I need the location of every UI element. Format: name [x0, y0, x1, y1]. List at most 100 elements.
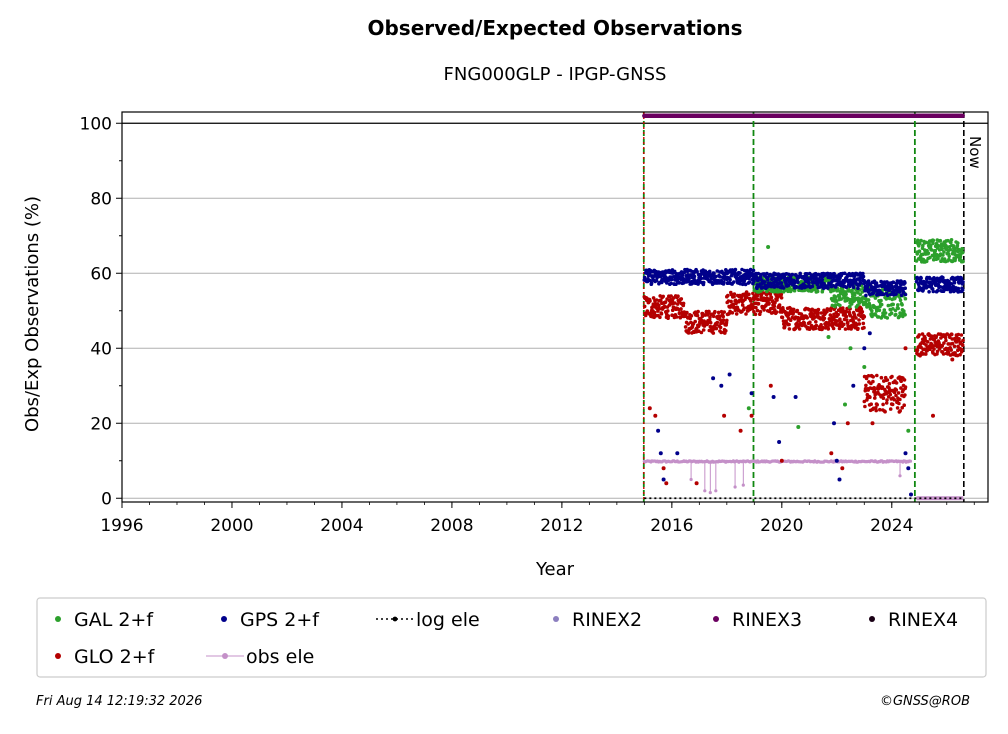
gal-point [844, 292, 848, 297]
gps-point [882, 292, 886, 297]
glo-point [874, 408, 878, 413]
plot-frame [121, 111, 989, 503]
glo-point [707, 318, 712, 322]
glo-point [705, 321, 710, 326]
glo-point [892, 390, 897, 395]
gps-point [959, 277, 964, 281]
glo-point [943, 335, 948, 340]
glo-point [826, 327, 831, 331]
glo-point [880, 385, 885, 389]
glo-point [749, 299, 753, 303]
gal-point [877, 308, 882, 313]
gps-point [903, 286, 907, 291]
glo-point [642, 304, 647, 309]
glo-point [881, 396, 886, 401]
gal-point [918, 241, 922, 245]
gal-point [916, 238, 920, 243]
gal-point [933, 248, 938, 253]
glo-point [666, 314, 671, 318]
gps-point [729, 273, 734, 278]
glo-point [950, 332, 954, 337]
gps-point [903, 281, 907, 285]
glo-point [791, 310, 796, 315]
glo-point [888, 407, 893, 411]
gps-point [675, 451, 680, 456]
glo-point [934, 334, 939, 339]
gps-point [658, 451, 663, 456]
legend-item: log ele [376, 609, 480, 631]
gps-point [781, 286, 786, 290]
glo-point [674, 315, 679, 319]
gps-point [861, 274, 866, 279]
glo-point [767, 301, 771, 306]
glo-point [718, 325, 723, 330]
glo-point [878, 407, 882, 412]
glo-point [952, 344, 957, 349]
glo-point [862, 325, 866, 330]
obs-ele-point [689, 477, 693, 482]
gps-point [851, 383, 856, 388]
gps-point [956, 286, 961, 291]
gps-point [793, 395, 798, 399]
gal-point [885, 316, 890, 320]
gal-point [961, 259, 965, 264]
gps-point [810, 284, 815, 289]
glo-point [844, 309, 848, 314]
obs-ele-point [898, 474, 902, 478]
gps-point [919, 276, 923, 281]
gps-point [927, 290, 931, 294]
gps-point [815, 281, 820, 285]
obs-ele-point [733, 485, 737, 489]
gps-point [748, 274, 752, 279]
glo-point [959, 333, 964, 337]
gal-point [832, 288, 836, 292]
gps-point [711, 376, 716, 381]
glo-point [772, 304, 777, 309]
glo-point [707, 309, 711, 314]
glo-point [899, 379, 903, 384]
gal-point [891, 302, 895, 307]
gps-point [795, 285, 799, 289]
x-tick-label: 2024 [870, 516, 913, 536]
gps-point [701, 280, 706, 285]
glo-point [714, 326, 719, 331]
glo-point [664, 481, 669, 486]
glo-point [744, 290, 749, 294]
glo-point [856, 326, 860, 331]
gal-point [836, 287, 840, 292]
glo-point [859, 307, 864, 311]
glo-point [701, 328, 706, 332]
gal-point [928, 255, 932, 260]
glo-point [940, 344, 945, 348]
glo-point [708, 315, 712, 320]
gps-point [842, 271, 847, 276]
glo-point [661, 466, 666, 471]
glo-point [881, 402, 885, 407]
glo-point [740, 303, 745, 307]
glo-point [755, 308, 760, 313]
glo-point [842, 322, 846, 327]
gps-point [674, 282, 678, 287]
glo-point [791, 307, 796, 312]
legend-label: GLO 2+f [74, 646, 156, 668]
glo-point [890, 402, 895, 407]
footer-date: Fri Aug 14 12:19:32 2026 [36, 694, 203, 709]
gal-point [879, 298, 883, 303]
glo-point [837, 323, 841, 328]
gal-point [766, 245, 771, 249]
gps-point [950, 282, 954, 286]
glo-point [894, 381, 899, 385]
glo-point [742, 306, 747, 310]
gal-point [936, 256, 940, 261]
glo-point [787, 327, 792, 331]
glo-point [769, 295, 774, 300]
glo-point [721, 314, 725, 319]
glo-point [661, 294, 665, 299]
glo-point [961, 338, 965, 343]
gal-point [941, 243, 945, 248]
gps-point [751, 268, 756, 273]
gal-point [889, 311, 894, 316]
legend-marker [713, 616, 719, 622]
glo-point [657, 306, 662, 311]
y-tick-label: 40 [90, 339, 112, 359]
